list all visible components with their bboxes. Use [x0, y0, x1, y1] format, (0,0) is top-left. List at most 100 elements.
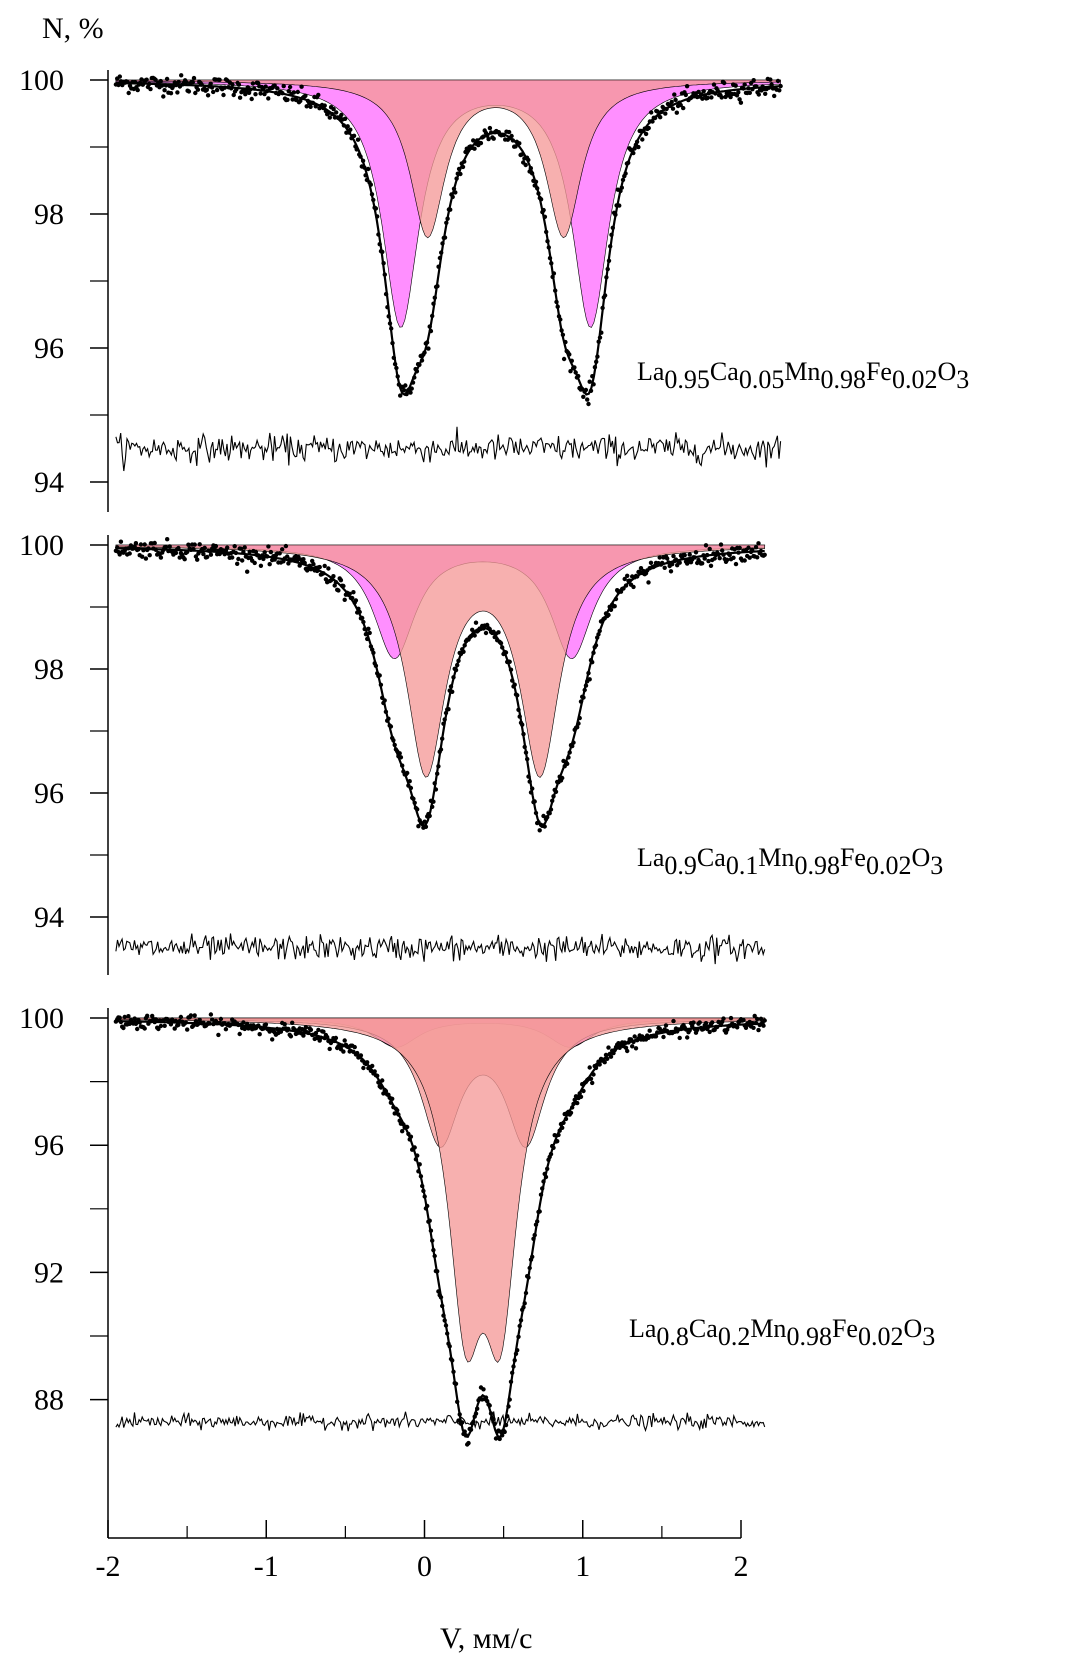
data-point: [537, 828, 542, 833]
data-point: [141, 548, 146, 553]
data-point: [128, 543, 134, 548]
data-point: [411, 796, 416, 801]
data-point: [502, 1429, 507, 1435]
data-point: [591, 650, 596, 655]
data-point: [121, 1025, 126, 1031]
data-point: [248, 87, 253, 92]
data-point: [262, 91, 267, 97]
data-point: [750, 1021, 755, 1026]
data-point: [246, 90, 252, 96]
compound-formula: La0.95Ca0.05Mn0.98Fe0.02O3: [637, 357, 969, 394]
data-point: [701, 1026, 706, 1032]
data-point: [249, 96, 254, 102]
data-point: [566, 755, 571, 760]
data-point: [472, 633, 477, 638]
data-point: [508, 1379, 514, 1385]
data-point: [209, 85, 215, 90]
data-point: [435, 771, 440, 776]
data-point: [672, 92, 677, 97]
data-point: [322, 103, 327, 108]
data-point: [366, 166, 371, 172]
data-point: [448, 207, 453, 212]
data-point: [159, 83, 165, 88]
data-point: [425, 1203, 430, 1209]
data-point: [351, 590, 356, 595]
data-point: [741, 86, 746, 91]
data-point: [478, 140, 484, 146]
subspectrum-D2: [115, 79, 781, 239]
data-point: [270, 1037, 275, 1042]
data-point: [669, 99, 674, 105]
data-point: [483, 630, 489, 636]
data-point: [322, 563, 327, 569]
data-point: [756, 541, 761, 546]
data-point: [463, 1433, 469, 1438]
data-point: [750, 87, 755, 92]
data-point: [758, 548, 764, 554]
data-point: [623, 171, 628, 176]
formula-element: Mn: [758, 843, 794, 872]
data-point: [362, 165, 367, 170]
data-point: [450, 194, 455, 200]
data-point: [532, 183, 537, 188]
data-point: [500, 645, 505, 650]
data-point: [295, 558, 300, 563]
data-point: [563, 339, 568, 345]
y-tick-label: 96: [34, 332, 64, 365]
data-point: [445, 1331, 450, 1336]
data-point: [535, 1219, 540, 1224]
data-point: [432, 1253, 437, 1259]
data-point: [509, 133, 514, 139]
data-point: [158, 1023, 164, 1029]
data-point: [466, 1440, 471, 1446]
formula-subscript: 3: [922, 1322, 935, 1351]
data-point: [505, 1414, 510, 1419]
data-point: [712, 556, 717, 561]
data-point: [243, 92, 248, 97]
data-point: [241, 549, 246, 555]
data-point: [492, 634, 497, 640]
data-point: [596, 632, 601, 637]
data-point: [361, 619, 366, 625]
formula-subscript: 0.02: [866, 851, 912, 880]
data-point: [240, 558, 245, 563]
residual-curve: [115, 426, 782, 472]
data-point: [501, 132, 507, 138]
data-point: [665, 556, 670, 561]
data-point: [626, 160, 631, 165]
data-point: [529, 171, 535, 176]
data-point: [357, 609, 362, 615]
data-point: [605, 1056, 610, 1062]
data-point: [201, 551, 206, 557]
data-point: [590, 1080, 595, 1086]
data-point: [258, 563, 264, 568]
data-point: [368, 182, 373, 187]
data-point: [507, 1397, 512, 1402]
data-point: [715, 88, 720, 94]
data-point: [195, 87, 201, 92]
data-point: [378, 682, 384, 687]
data-point: [392, 361, 398, 367]
data-point: [301, 1033, 306, 1038]
data-point: [427, 1218, 432, 1223]
data-point: [366, 626, 371, 631]
data-point: [439, 250, 444, 255]
data-point: [310, 100, 316, 106]
data-point: [733, 83, 738, 88]
data-point: [545, 239, 550, 244]
formula-element: Mn: [750, 1314, 786, 1343]
data-point: [687, 1028, 692, 1033]
data-point: [431, 301, 436, 306]
data-point: [416, 1169, 421, 1174]
data-point: [720, 548, 725, 553]
data-point: [350, 595, 355, 601]
formula-element: Fe: [840, 843, 866, 872]
data-point: [386, 314, 391, 319]
data-point: [706, 558, 711, 564]
data-point: [581, 394, 586, 399]
panel-middle: 100 98 96 94 La0.9Ca0.1Mn0.98Fe0.02O3: [19, 529, 943, 975]
data-point: [381, 261, 386, 266]
data-point: [262, 550, 267, 555]
panels: 100989694La0.95Ca0.05Mn0.98Fe0.02O310098…: [19, 64, 969, 1583]
